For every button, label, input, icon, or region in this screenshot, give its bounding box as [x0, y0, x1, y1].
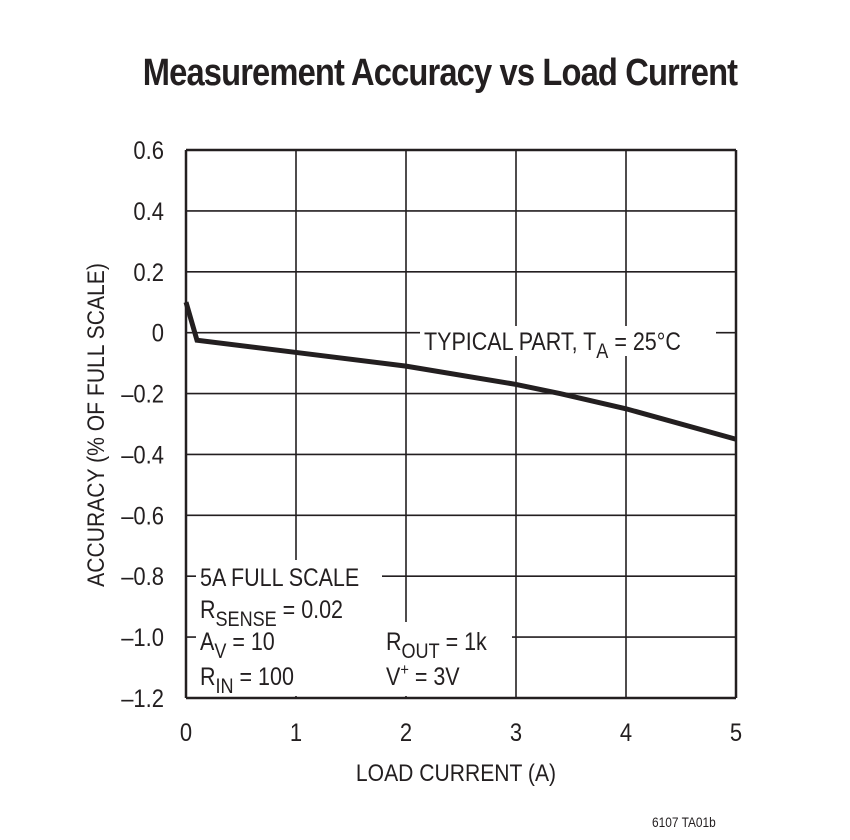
y-tick-label: 0: [152, 319, 164, 347]
accuracy-curve: [183, 301, 737, 442]
annotation-text: RIN = 100: [200, 662, 294, 698]
y-tick-label: –1.0: [121, 624, 164, 652]
annotation-text: V+ = 3V: [386, 661, 460, 690]
annotation-text: 5A FULL SCALE: [200, 563, 359, 591]
x-tick-label: 2: [400, 719, 412, 747]
y-tick-label: –0.6: [121, 502, 164, 530]
x-tick-label: 4: [620, 719, 632, 747]
y-tick-label: –0.4: [121, 441, 164, 469]
y-axis-label: ACCURACY (% OF FULL SCALE): [83, 263, 110, 587]
annotation-text: ROUT = 1k: [386, 627, 487, 663]
x-tick-label: 0: [180, 719, 192, 747]
x-tick-label: 3: [510, 719, 522, 747]
x-tick-label: 1: [290, 719, 302, 747]
annotation-text: TYPICAL PART, TA = 25°C: [424, 327, 681, 363]
annotation-text: AV = 10: [200, 627, 275, 663]
annotation-text: RSENSE = 0.02: [200, 595, 343, 631]
x-tick-label: 5: [730, 719, 742, 747]
x-axis-label: LOAD CURRENT (A): [356, 760, 556, 787]
y-tick-label: 0.6: [133, 137, 164, 165]
y-tick-label: 0.2: [133, 258, 164, 286]
annotations: TYPICAL PART, TA = 25°C 5A FULL SCALE RSEN…: [196, 326, 716, 698]
y-tick-label: –0.2: [121, 380, 164, 408]
y-tick-label: –1.2: [121, 685, 164, 713]
figure-id: 6107 TA01b: [652, 814, 716, 830]
y-tick-label: 0.4: [133, 198, 164, 226]
y-tick-label: –0.8: [121, 563, 164, 591]
tick-labels: 0 1 2 3 4 5 0.6 0.4 0.2 0 –0.2 –0.4 –0.6 –0.8 –1.0 –1.2: [121, 137, 742, 747]
chart-title: Measurement Accuracy vs Load Current: [142, 52, 738, 94]
